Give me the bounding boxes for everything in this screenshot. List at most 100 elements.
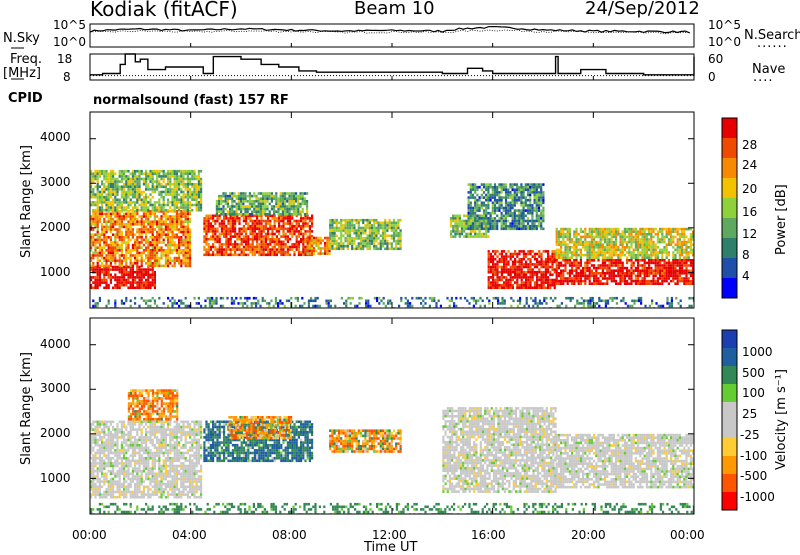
power-cell-r3	[307, 230, 309, 233]
power-cell-r10	[597, 272, 599, 275]
power-cell-r1	[187, 228, 189, 231]
power-cell-r6	[400, 242, 402, 245]
power-cell-r2	[198, 180, 200, 183]
power-cell-r6	[360, 219, 362, 222]
power-cell-r1	[138, 220, 140, 223]
power-cell-r1	[154, 220, 156, 223]
power-cell-r4	[258, 200, 260, 203]
power-cell-r3	[203, 246, 205, 249]
power-cell-r2	[101, 199, 103, 202]
power-cell-r8	[496, 189, 498, 192]
power-cell-r1	[154, 265, 156, 268]
power-cell-r2	[116, 188, 118, 191]
power-cell-r3	[247, 225, 249, 228]
power-cell-r2	[182, 191, 184, 194]
power-cell-r1	[176, 236, 178, 239]
power-cell-r2	[99, 173, 101, 176]
power-cell-r2	[163, 204, 165, 207]
power-cell-r10	[600, 267, 602, 270]
power-cell-r2	[108, 191, 110, 194]
power-cell-r5	[326, 252, 328, 255]
power-cell-r1	[110, 223, 112, 226]
power-cell-r3	[254, 246, 256, 249]
power-cell-r10	[604, 259, 606, 262]
power-cell-r9	[527, 263, 529, 266]
power-cell-r9	[503, 266, 505, 269]
power-cell-r1	[178, 241, 180, 244]
power-cell-r11	[558, 249, 560, 252]
power-cell-r1	[125, 218, 127, 221]
power-cell-r9	[536, 253, 538, 256]
power-cell-r8	[527, 225, 529, 228]
power-cell-r4	[251, 205, 253, 208]
power-cell-r10	[652, 259, 654, 262]
power-cell-r2	[108, 199, 110, 202]
power-cell-r1	[105, 257, 107, 260]
power-cell-r2	[112, 175, 114, 178]
power-cell-r1	[152, 231, 154, 234]
power-cell-r6	[393, 232, 395, 235]
power-cell-r2	[191, 175, 193, 178]
power-cell-r9	[529, 268, 531, 271]
power-cell-r3	[260, 233, 262, 236]
power-cell-r10	[622, 272, 624, 275]
power-cell-r3	[278, 217, 280, 220]
power-cell-r11	[560, 246, 562, 249]
power-cell-r1	[174, 220, 176, 223]
power-cell-r2	[101, 206, 103, 209]
power-cell-r1	[178, 246, 180, 249]
power-cell-r11	[580, 256, 582, 259]
power-cell-r8	[523, 186, 525, 189]
power-cell-r1	[105, 226, 107, 229]
power-cell-r2	[121, 209, 123, 212]
power-cell-r4	[262, 197, 264, 200]
power-cell-r5	[324, 247, 326, 250]
power-cell-r3	[219, 217, 221, 220]
power-cell-r11	[611, 246, 613, 249]
power-cell-r1	[116, 223, 118, 226]
power-cell-r4	[291, 205, 293, 208]
power-cell-r1	[182, 241, 184, 244]
power-cell-r10	[672, 259, 674, 262]
power-cell-r11	[591, 254, 593, 257]
power-cell-r2	[180, 170, 182, 173]
power-cell-r3	[276, 254, 278, 257]
power-cell-r7	[481, 235, 483, 238]
power-cell-r1	[110, 246, 112, 249]
power-cell-r9	[488, 281, 490, 284]
power-cell-r4	[295, 197, 297, 200]
power-cell-r2	[169, 193, 171, 196]
power-cell-r10	[672, 269, 674, 272]
power-cell-r8	[490, 194, 492, 197]
power-cell-r6	[362, 245, 364, 248]
power-cell-r1	[97, 228, 99, 231]
power-cell-r1	[141, 246, 143, 249]
power-cell-r2	[136, 201, 138, 204]
power-cell-r11	[593, 249, 595, 252]
power-cell-r6	[351, 248, 353, 251]
power-cell-r10	[666, 264, 668, 267]
power-cell-r9	[545, 258, 547, 261]
power-cell-r0	[149, 276, 151, 279]
power-cell-r3	[267, 246, 269, 249]
power-cell-r8	[481, 204, 483, 207]
power-cell-r10	[617, 282, 619, 285]
power-cell-r11	[575, 228, 577, 231]
power-cell-r3	[265, 225, 267, 228]
power-cell-r11	[604, 254, 606, 257]
power-cell-r11	[633, 249, 635, 252]
power-cell-r2	[103, 196, 105, 199]
power-cell-r4	[286, 205, 288, 208]
power-cell-r10	[619, 262, 621, 265]
power-cell-r1	[189, 220, 191, 223]
power-cell-r1	[169, 231, 171, 234]
power-cell-r1	[92, 252, 94, 255]
power-cell-r6	[384, 240, 386, 243]
power-cell-r1	[176, 213, 178, 216]
power-cell-r1	[99, 246, 101, 249]
power-cell-r4	[251, 213, 253, 216]
power-cell-r3	[296, 248, 298, 251]
power-cell-r10	[613, 277, 615, 280]
power-cell-r9	[496, 250, 498, 253]
power-cell-r3	[208, 254, 210, 257]
